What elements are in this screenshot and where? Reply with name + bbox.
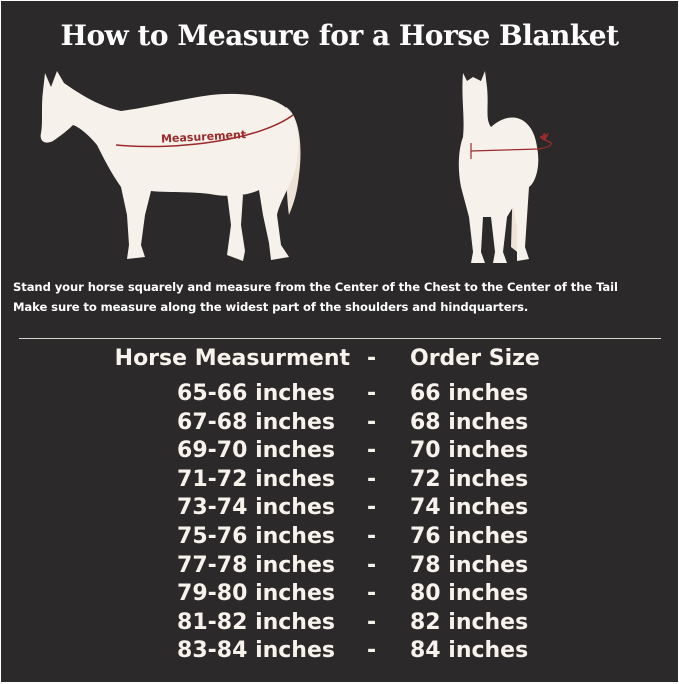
order-size-value: 82 inches — [410, 609, 529, 635]
instruction-line-1: Stand your horse squarely and measure fr… — [13, 280, 618, 294]
order-size-value: 74 inches — [410, 495, 529, 521]
measurement-value: 65-66 inches — [177, 381, 335, 406]
separator: - — [367, 552, 377, 578]
table-row: 75-76 inches - 76 inches — [1, 524, 678, 552]
order-size-value: 70 inches — [410, 438, 529, 464]
side-horse-illustration: Measurement — [40, 71, 301, 261]
measurement-value: 77-78 inches — [177, 552, 335, 578]
separator: - — [367, 581, 377, 607]
separator: - — [367, 524, 377, 549]
order-size-value: 76 inches — [410, 524, 529, 549]
measurement-value: 73-74 inches — [177, 495, 335, 521]
separator: - — [367, 466, 377, 492]
table-row: 67-68 inches - 68 inches — [1, 410, 678, 438]
table-row: 73-74 inches - 74 inches — [1, 495, 678, 523]
page-title: How to Measure for a Horse Blanket — [60, 19, 620, 52]
measurement-label: Measurement — [161, 128, 247, 145]
table-row: 71-72 inches - 72 inches — [1, 467, 678, 495]
table-row: 65-66 inches - 66 inches — [1, 381, 678, 409]
separator: - — [367, 438, 377, 464]
table-row: 79-80 inches - 80 inches — [1, 581, 678, 609]
header-separator: - — [367, 346, 377, 371]
instruction-line-2: Make sure to measure along the widest pa… — [13, 300, 529, 314]
header-measurement: Horse Measurment — [114, 346, 350, 371]
separator: - — [367, 381, 377, 406]
header-order-size: Order Size — [410, 346, 540, 371]
separator: - — [367, 495, 377, 521]
front-horse-illustration — [458, 71, 552, 263]
measurement-value: 69-70 inches — [177, 438, 335, 464]
order-size-value: 68 inches — [410, 409, 529, 435]
table-row: 81-82 inches - 82 inches — [1, 610, 678, 638]
separator: - — [367, 609, 377, 635]
table-row: 69-70 inches - 70 inches — [1, 438, 678, 466]
measurement-value: 79-80 inches — [177, 581, 335, 607]
table-row: 83-84 inches - 84 inches — [1, 638, 678, 666]
order-size-value: 72 inches — [410, 466, 529, 492]
measurement-value: 75-76 inches — [177, 524, 335, 549]
order-size-value: 80 inches — [410, 581, 529, 607]
separator: - — [367, 409, 377, 435]
order-size-value: 78 inches — [410, 552, 529, 578]
measurement-value: 83-84 inches — [177, 638, 335, 664]
measurement-value: 67-68 inches — [177, 409, 335, 435]
divider — [19, 338, 661, 339]
order-size-value: 84 inches — [410, 638, 529, 664]
measurement-value: 81-82 inches — [177, 609, 335, 635]
table-row: 77-78 inches - 78 inches — [1, 553, 678, 581]
order-size-value: 66 inches — [410, 381, 529, 406]
separator: - — [367, 638, 377, 664]
size-table-header: Horse Measurment - Order Size — [1, 346, 678, 374]
measurement-value: 71-72 inches — [177, 466, 335, 492]
